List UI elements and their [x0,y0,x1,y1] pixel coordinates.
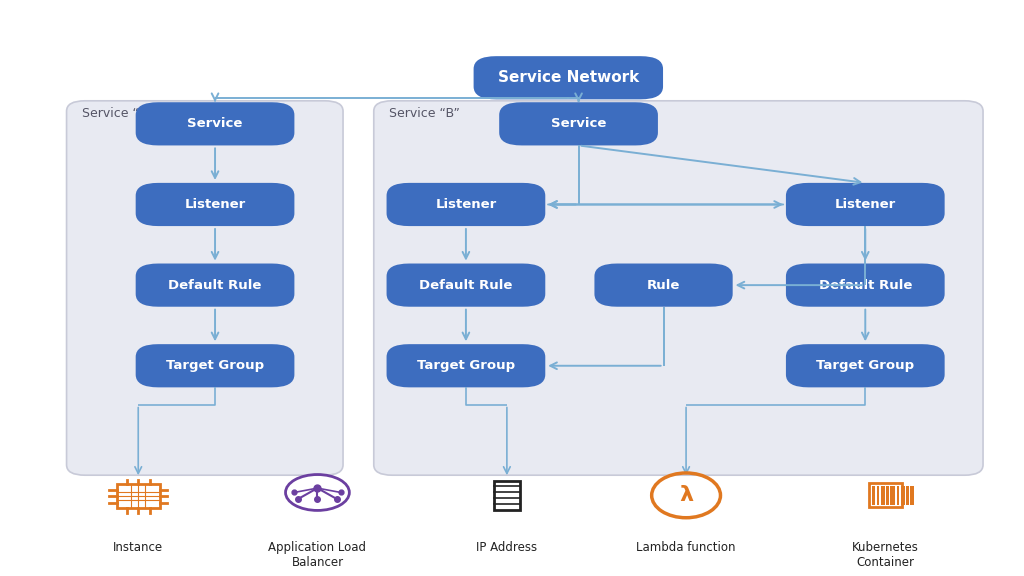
FancyBboxPatch shape [387,183,545,226]
Text: Service “A”: Service “A” [82,107,151,120]
Bar [901,486,904,505]
Text: Kubernetes
Container: Kubernetes Container [852,541,920,570]
FancyBboxPatch shape [786,183,944,226]
Text: Listener: Listener [184,198,246,211]
FancyBboxPatch shape [135,344,295,387]
Bar [891,486,895,505]
Text: Default Rule: Default Rule [168,279,262,291]
Text: Default Rule: Default Rule [419,279,513,291]
FancyBboxPatch shape [473,56,664,100]
Text: Listener: Listener [435,198,497,211]
Bar [910,486,913,505]
Text: Application Load
Balancer: Application Load Balancer [268,541,367,570]
Text: Listener: Listener [835,198,896,211]
FancyBboxPatch shape [387,344,545,387]
FancyBboxPatch shape [67,101,343,475]
FancyBboxPatch shape [135,264,295,306]
Text: Rule: Rule [647,279,680,291]
Text: Service: Service [187,118,243,130]
FancyBboxPatch shape [499,103,657,145]
FancyBboxPatch shape [786,344,944,387]
Bar [871,486,876,505]
Text: Instance: Instance [114,541,163,555]
Text: Service “B”: Service “B” [389,107,460,120]
Text: Target Group: Target Group [417,359,515,372]
Text: Service Network: Service Network [498,70,639,85]
Text: IP Address: IP Address [476,541,538,555]
Text: Service: Service [551,118,606,130]
Text: Target Group: Target Group [166,359,264,372]
Bar [897,486,899,505]
Bar [495,480,519,510]
Text: Target Group: Target Group [816,359,914,372]
FancyBboxPatch shape [135,183,295,226]
Text: Default Rule: Default Rule [818,279,912,291]
FancyBboxPatch shape [387,264,545,306]
FancyBboxPatch shape [135,103,295,145]
Text: Lambda function: Lambda function [636,541,736,555]
Bar [906,486,908,505]
Text: λ: λ [679,486,693,505]
Bar [887,486,889,505]
FancyBboxPatch shape [374,101,983,475]
FancyBboxPatch shape [786,264,944,306]
Bar [869,483,902,507]
Bar [881,486,885,505]
FancyBboxPatch shape [594,264,733,306]
Bar [877,486,880,505]
